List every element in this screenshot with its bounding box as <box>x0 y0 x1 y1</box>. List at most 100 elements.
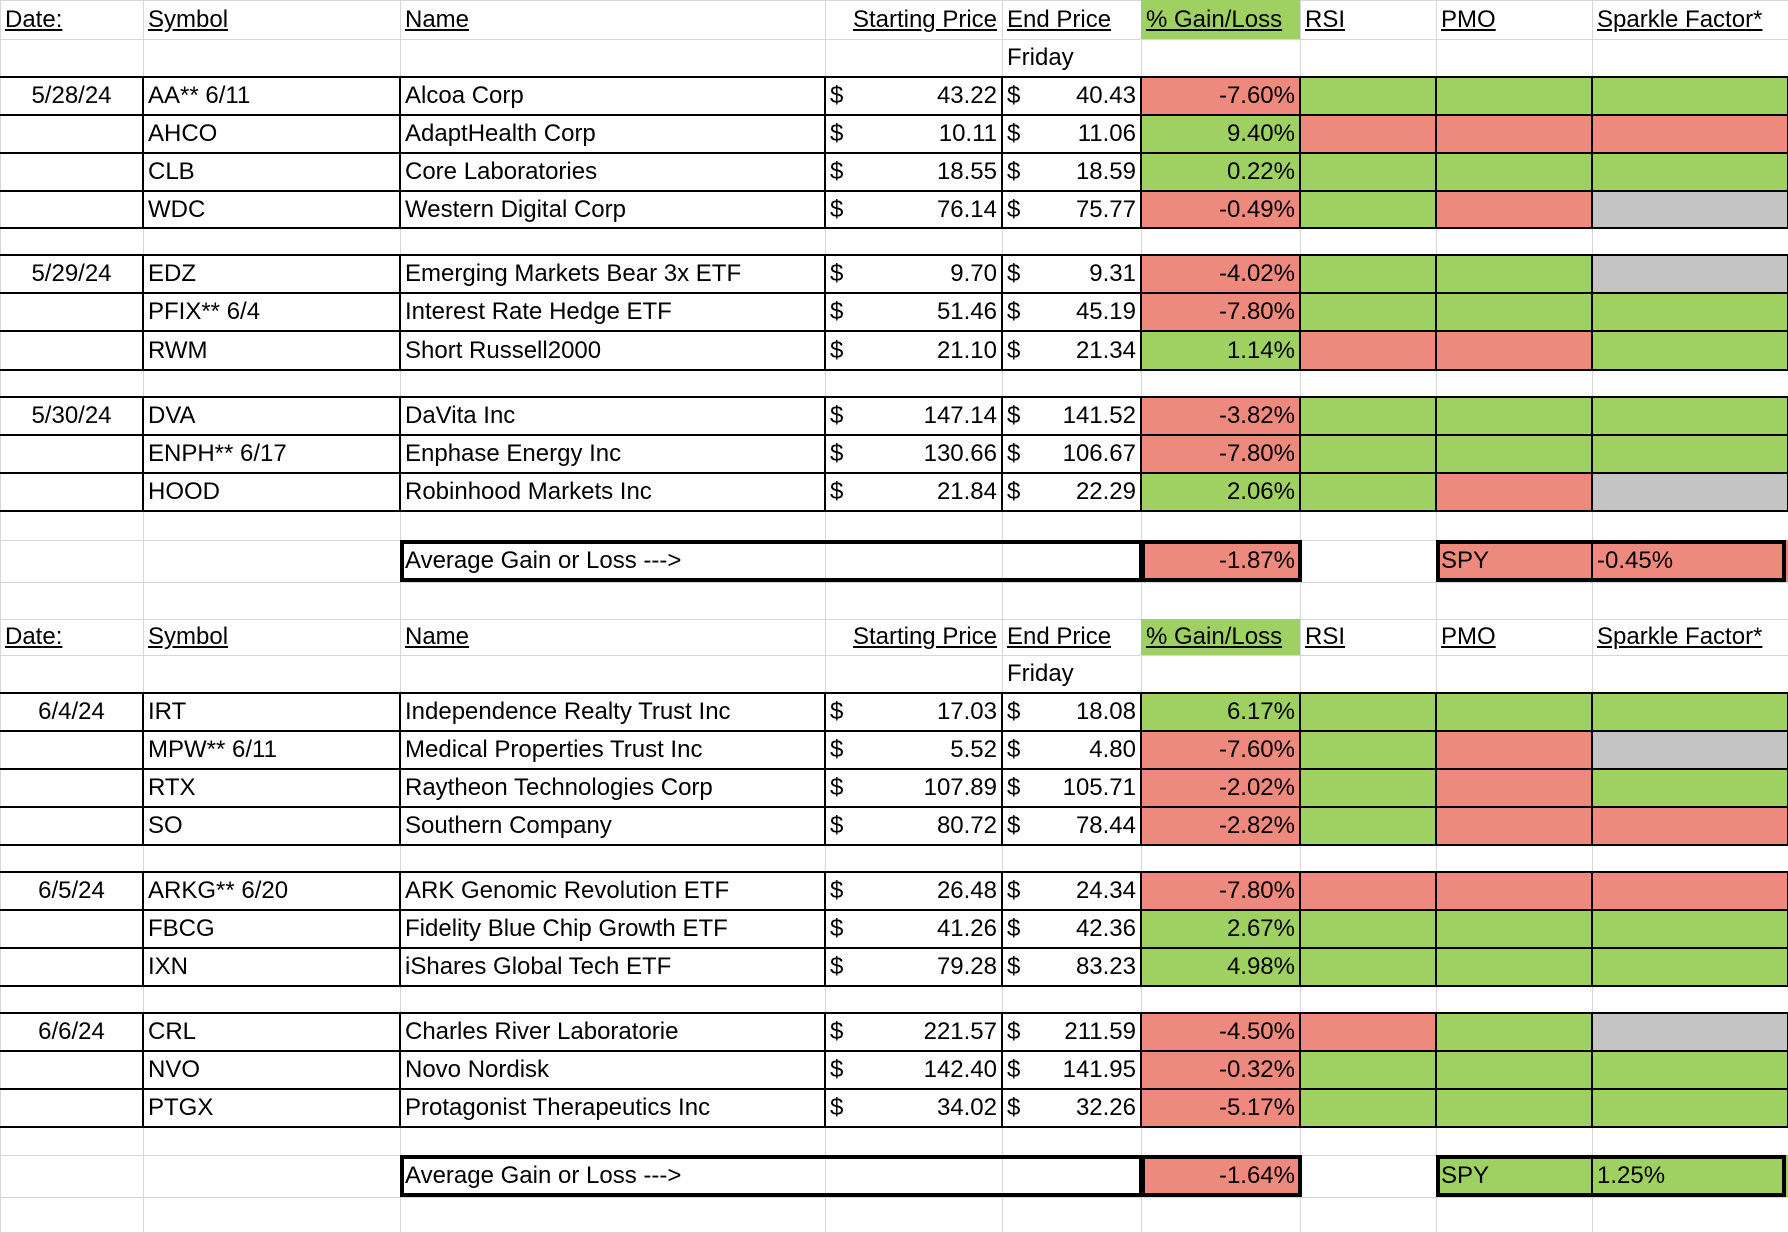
symbol-cell[interactable]: PTGX <box>148 1094 214 1121</box>
currency-symbol[interactable]: $ <box>1007 1056 1021 1083</box>
gain-loss-cell[interactable]: -7.80% <box>1218 877 1295 904</box>
symbol-cell[interactable]: CRL <box>148 1018 197 1045</box>
currency-symbol[interactable]: $ <box>1007 915 1021 942</box>
start-price-cell[interactable]: 147.14 <box>923 402 997 429</box>
name-cell[interactable]: ARK Genomic Revolution ETF <box>405 877 730 904</box>
currency-symbol[interactable]: $ <box>830 195 844 223</box>
currency-symbol[interactable]: $ <box>830 402 844 429</box>
name-cell[interactable]: Interest Rate Hedge ETF <box>405 298 672 325</box>
name-cell[interactable]: Western Digital Corp <box>405 195 626 223</box>
gain-loss-header[interactable]: % Gain/Loss <box>1146 623 1283 650</box>
pmo-header[interactable]: PMO <box>1441 623 1496 650</box>
symbol-cell[interactable]: PFIX** 6/4 <box>148 298 261 325</box>
sparkle-factor-header[interactable]: Sparkle Factor* <box>1597 623 1763 650</box>
average-label[interactable]: Average Gain or Loss ---> <box>405 547 682 574</box>
gain-loss-cell[interactable]: -7.60% <box>1218 736 1295 763</box>
end-price-cell[interactable]: 9.31 <box>1089 260 1136 287</box>
currency-symbol[interactable]: $ <box>830 915 844 942</box>
average-label[interactable]: Average Gain or Loss ---> <box>405 1162 682 1189</box>
symbol-header[interactable]: Symbol <box>148 5 229 33</box>
symbol-cell[interactable]: WDC <box>148 195 206 223</box>
currency-symbol[interactable]: $ <box>1007 478 1021 505</box>
average-value[interactable]: -1.64% <box>1218 1162 1295 1189</box>
name-header[interactable]: Name <box>405 5 470 33</box>
start-price-header[interactable]: Starting Price <box>852 5 997 33</box>
spy-value[interactable]: -0.45% <box>1597 547 1674 574</box>
start-price-cell[interactable]: 79.28 <box>936 953 997 980</box>
end-price-subheader[interactable]: Friday <box>1007 44 1074 71</box>
date-header[interactable]: Date: <box>5 623 63 650</box>
symbol-cell[interactable]: NVO <box>148 1056 201 1083</box>
group-date[interactable]: 5/29/24 <box>31 260 112 287</box>
end-price-subheader[interactable]: Friday <box>1007 660 1074 687</box>
currency-symbol[interactable]: $ <box>830 260 844 287</box>
currency-symbol[interactable]: $ <box>830 877 844 904</box>
end-price-cell[interactable]: 32.26 <box>1075 1094 1136 1121</box>
currency-symbol[interactable]: $ <box>1007 1018 1021 1045</box>
end-price-cell[interactable]: 75.77 <box>1075 195 1136 223</box>
spy-value[interactable]: 1.25% <box>1597 1162 1666 1189</box>
end-price-cell[interactable]: 40.43 <box>1075 82 1136 109</box>
gain-loss-cell[interactable]: -7.80% <box>1218 440 1295 467</box>
symbol-cell[interactable]: FBCG <box>148 915 215 942</box>
name-cell[interactable]: DaVita Inc <box>405 402 516 429</box>
end-price-cell[interactable]: 11.06 <box>1077 120 1136 147</box>
end-price-cell[interactable]: 141.52 <box>1062 402 1136 429</box>
symbol-cell[interactable]: DVA <box>148 402 196 429</box>
currency-symbol[interactable]: $ <box>1007 82 1021 109</box>
currency-symbol[interactable]: $ <box>1007 260 1021 287</box>
name-cell[interactable]: AdaptHealth Corp <box>405 120 596 147</box>
group-date[interactable]: 5/30/24 <box>31 402 112 429</box>
start-price-cell[interactable]: 51.46 <box>936 298 997 325</box>
name-cell[interactable]: Medical Properties Trust Inc <box>405 736 703 763</box>
end-price-cell[interactable]: 105.71 <box>1062 774 1136 801</box>
gain-loss-header[interactable]: % Gain/Loss <box>1146 5 1283 33</box>
end-price-cell[interactable]: 18.59 <box>1075 158 1136 185</box>
currency-symbol[interactable]: $ <box>1007 1094 1021 1121</box>
end-price-cell[interactable]: 78.44 <box>1075 812 1136 839</box>
symbol-cell[interactable]: MPW** 6/11 <box>148 736 277 763</box>
name-cell[interactable]: Robinhood Markets Inc <box>405 478 652 505</box>
pmo-header[interactable]: PMO <box>1441 5 1496 33</box>
symbol-cell[interactable]: IRT <box>148 698 187 725</box>
end-price-cell[interactable]: 83.23 <box>1075 953 1136 980</box>
currency-symbol[interactable]: $ <box>830 774 844 801</box>
start-price-cell[interactable]: 221.57 <box>923 1018 997 1045</box>
currency-symbol[interactable]: $ <box>1007 195 1021 223</box>
end-price-cell[interactable]: 211.59 <box>1064 1018 1136 1045</box>
name-cell[interactable]: Emerging Markets Bear 3x ETF <box>405 260 742 287</box>
start-price-cell[interactable]: 41.26 <box>936 915 997 942</box>
symbol-cell[interactable]: AHCO <box>148 120 218 147</box>
currency-symbol[interactable]: $ <box>830 158 844 185</box>
name-cell[interactable]: Core Laboratories <box>405 158 598 185</box>
spy-label[interactable]: SPY <box>1441 547 1490 574</box>
name-cell[interactable]: Protagonist Therapeutics Inc <box>405 1094 711 1121</box>
currency-symbol[interactable]: $ <box>1007 402 1021 429</box>
rsi-header[interactable]: RSI <box>1305 623 1346 650</box>
currency-symbol[interactable]: $ <box>1007 953 1021 980</box>
start-price-cell[interactable]: 34.02 <box>936 1094 997 1121</box>
symbol-cell[interactable]: HOOD <box>148 478 220 505</box>
name-cell[interactable]: Alcoa Corp <box>405 82 524 109</box>
currency-symbol[interactable]: $ <box>830 440 844 467</box>
symbol-cell[interactable]: CLB <box>148 158 195 185</box>
end-price-cell[interactable]: 141.95 <box>1062 1056 1136 1083</box>
end-price-cell[interactable]: 24.34 <box>1075 877 1136 904</box>
name-cell[interactable]: Charles River Laboratorie <box>405 1018 679 1045</box>
start-price-cell[interactable]: 80.72 <box>936 812 997 839</box>
currency-symbol[interactable]: $ <box>830 336 844 364</box>
gain-loss-cell[interactable]: -4.50% <box>1218 1018 1295 1045</box>
currency-symbol[interactable]: $ <box>1007 440 1021 467</box>
date-header[interactable]: Date: <box>5 5 63 33</box>
spy-label[interactable]: SPY <box>1441 1162 1490 1189</box>
gain-loss-cell[interactable]: 2.06% <box>1226 478 1295 505</box>
start-price-cell[interactable]: 26.48 <box>936 877 997 904</box>
rsi-header[interactable]: RSI <box>1305 5 1346 33</box>
gain-loss-cell[interactable]: -3.82% <box>1218 402 1295 429</box>
gain-loss-cell[interactable]: -0.32% <box>1218 1056 1295 1083</box>
end-price-header[interactable]: End Price <box>1007 623 1112 650</box>
symbol-cell[interactable]: ENPH** 6/17 <box>148 440 287 467</box>
gain-loss-cell[interactable]: 6.17% <box>1226 698 1295 725</box>
start-price-cell[interactable]: 21.10 <box>936 336 997 364</box>
currency-symbol[interactable]: $ <box>830 82 844 109</box>
